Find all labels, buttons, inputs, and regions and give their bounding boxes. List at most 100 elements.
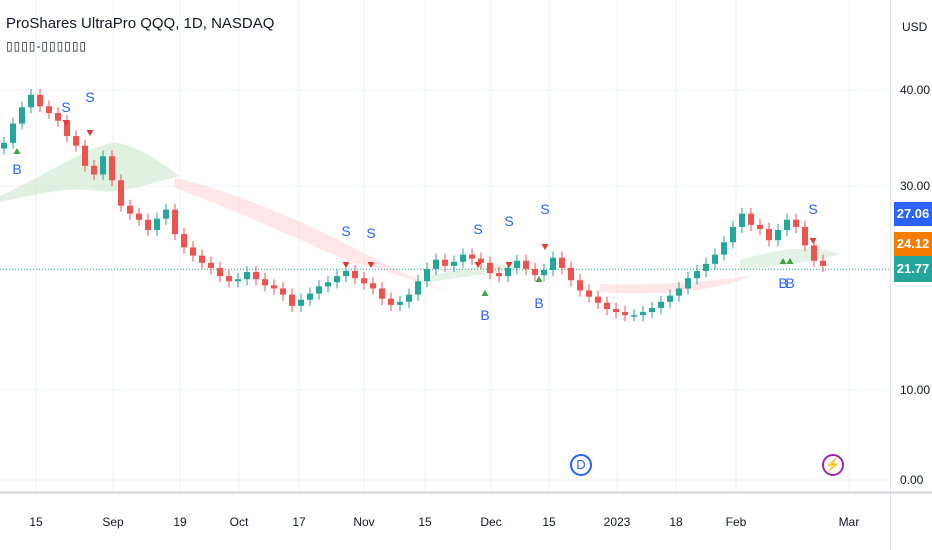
sell-signal-label: S [808, 201, 817, 217]
candle [172, 209, 178, 235]
buy-signal-label: B [480, 307, 489, 323]
x-tick-label: 15 [418, 515, 432, 529]
candle [46, 106, 52, 114]
candle [550, 257, 556, 270]
sell-arrow [474, 262, 482, 268]
candle [100, 156, 106, 175]
candle [415, 281, 421, 295]
candle [370, 283, 376, 289]
buy-signal-label: B [534, 295, 543, 311]
candle [766, 228, 772, 241]
sell-arrow [541, 244, 549, 250]
candle [748, 213, 754, 225]
price-tag-last: 21.77 [894, 256, 932, 282]
dividend-icon[interactable]: D [570, 454, 592, 476]
sell-signal-label: S [366, 225, 375, 241]
candle [82, 145, 88, 166]
candle [406, 294, 412, 302]
buy-signal-label: B [12, 161, 21, 177]
x-tick-label: 18 [669, 515, 683, 529]
candle [334, 276, 340, 283]
candle [676, 288, 682, 296]
sell-signal-label: S [473, 221, 482, 237]
x-tick-label: 19 [173, 515, 187, 529]
candle [307, 293, 313, 300]
candle [424, 268, 430, 282]
lightning-icon[interactable]: ⚡ [822, 454, 844, 476]
candle [19, 107, 25, 124]
candle [640, 312, 646, 316]
symbol-title[interactable]: ProShares UltraPro QQQ, 1D, NASDAQ [6, 15, 275, 32]
sell-arrow [809, 238, 817, 244]
price-tag-mid: 24.12 [894, 232, 932, 256]
candle [595, 296, 601, 303]
candle [388, 298, 394, 305]
x-tick-label: Nov [353, 515, 375, 529]
candle [181, 234, 187, 248]
sell-arrow [62, 120, 70, 126]
candle [694, 271, 700, 279]
candle [109, 156, 115, 181]
candle [631, 315, 637, 317]
candle [757, 224, 763, 229]
x-tick-label: Dec [480, 515, 502, 529]
x-tick-label: Oct [229, 515, 249, 529]
candle [667, 295, 673, 302]
candle [244, 272, 250, 280]
candle [460, 254, 466, 262]
candle [289, 294, 295, 306]
y-tick-label: 30.00 [900, 179, 931, 193]
candle [262, 279, 268, 286]
candle [442, 259, 448, 266]
x-tick-label: 15 [29, 515, 43, 529]
sell-arrow [367, 262, 375, 268]
indicator-legend[interactable]: ▯▯▯▯-▯▯▯▯▯▯ [6, 39, 88, 53]
candle [37, 94, 43, 107]
price-tag-high: 27.06 [894, 202, 932, 226]
candle [163, 209, 169, 219]
candle [532, 268, 538, 276]
y-tick-label: 40.00 [900, 83, 931, 97]
currency-label: USD [902, 20, 928, 34]
candle [649, 307, 655, 313]
sell-signal-label: S [61, 99, 70, 115]
x-tick-label: Feb [725, 515, 747, 529]
candle [487, 262, 493, 274]
candle [1, 142, 7, 149]
candle [271, 285, 277, 289]
candle [523, 260, 529, 269]
buy-arrow [779, 258, 787, 264]
candle [361, 278, 367, 284]
candle [658, 301, 664, 308]
candle [820, 260, 826, 266]
candle [136, 213, 142, 220]
candle [10, 123, 16, 143]
y-tick-label: 0.00 [900, 473, 924, 487]
candle [145, 219, 151, 230]
buy-arrow [786, 258, 794, 264]
candle [28, 94, 34, 108]
candle [802, 226, 808, 246]
candle [604, 302, 610, 309]
y-tick-label: 10.00 [900, 383, 931, 397]
sell-signal-label: S [85, 89, 94, 105]
candle [451, 261, 457, 266]
buy-arrow [535, 276, 543, 282]
sell-arrow [86, 130, 94, 136]
candle [712, 254, 718, 264]
candle [55, 113, 61, 121]
candle [298, 299, 304, 306]
candle [91, 165, 97, 175]
candle [226, 276, 232, 282]
buy-arrow [481, 290, 489, 296]
candle [730, 226, 736, 243]
band-red [600, 276, 750, 294]
candle [433, 259, 439, 269]
sell-signal-label: S [540, 201, 549, 217]
candle [577, 280, 583, 291]
candle [514, 260, 520, 268]
candle [811, 245, 817, 261]
candle [352, 271, 358, 279]
